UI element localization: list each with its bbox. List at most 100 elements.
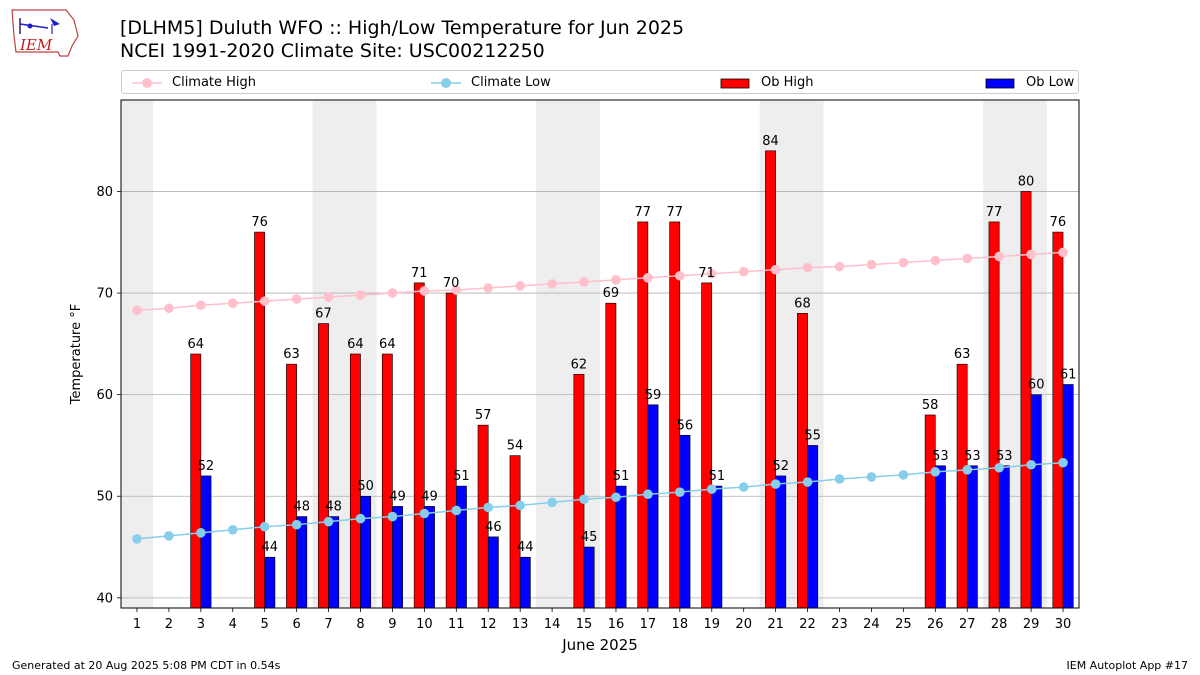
x-tick-label: 21	[767, 617, 784, 632]
ob-low-label: 50	[357, 479, 374, 494]
weekend-band	[121, 100, 153, 608]
ob-high-bar	[1052, 231, 1064, 609]
climate-high-point	[1026, 249, 1036, 260]
ob-high-bar	[477, 424, 489, 609]
chart-subtitle: NCEI 1991-2020 Climate Site: USC00212250	[120, 40, 545, 62]
climate-low-point	[611, 492, 621, 503]
climate-low-point	[770, 479, 781, 489]
climate-low-point	[547, 497, 557, 508]
ob-low-bar	[775, 475, 787, 609]
ob-high-label: 63	[283, 347, 300, 362]
climate-low-point	[1026, 459, 1036, 470]
climate-low-point	[802, 477, 813, 487]
ob-low-bar	[360, 495, 372, 609]
x-axis-label: June 2025	[561, 636, 638, 654]
ob-low-bar	[296, 516, 308, 609]
climate-high-point	[227, 298, 238, 309]
ob-high-label: 64	[347, 337, 364, 352]
ob-high-label: 84	[762, 134, 779, 149]
ob-high-bar	[765, 150, 776, 609]
x-tick-label: 1	[133, 617, 141, 632]
climate-low-point	[675, 487, 685, 497]
climate-low-point	[387, 511, 398, 522]
ob-low-label: 51	[613, 469, 630, 484]
ob-low-bar	[679, 434, 691, 609]
ob-high-label: 71	[698, 266, 715, 281]
ob-high-label: 77	[635, 205, 652, 220]
x-tick-label: 19	[703, 617, 720, 632]
ob-low-bar	[966, 465, 978, 609]
climate-low-point	[866, 472, 877, 482]
climate-high-point	[355, 290, 366, 300]
climate-high-point	[547, 279, 557, 289]
climate-high-point	[259, 296, 270, 306]
y-tick-label: 50	[96, 490, 113, 505]
legend-label-climate-low: Climate Low	[471, 75, 551, 90]
ob-low-bar	[519, 556, 531, 609]
x-tick-label: 10	[416, 617, 433, 632]
climate-high-point	[387, 288, 398, 298]
ob-low-bar	[455, 485, 467, 609]
ob-high-label: 69	[603, 286, 620, 301]
ob-low-bar	[1030, 394, 1042, 609]
climate-high-point	[451, 285, 462, 295]
climate-low-point	[1058, 457, 1068, 468]
ob-low-bar	[711, 485, 723, 609]
climate-low-point	[227, 524, 238, 535]
ob-low-bar	[647, 404, 659, 609]
climate-low-point	[834, 474, 845, 484]
climate-high-point	[706, 268, 717, 279]
ob-high-label: 77	[986, 205, 1003, 220]
ob-high-label: 63	[954, 347, 971, 362]
x-tick-label: 18	[672, 617, 689, 632]
climate-high-line	[136, 251, 1064, 312]
x-tick-label: 26	[927, 617, 944, 632]
ob-high-label: 67	[315, 307, 332, 322]
climate-high-point	[802, 262, 813, 273]
iem-logo: IEM	[11, 9, 79, 57]
climate-low-point	[259, 521, 270, 532]
ob-high-label: 58	[922, 398, 939, 413]
ob-high-label: 64	[187, 337, 204, 352]
x-tick-label: 14	[544, 617, 561, 632]
x-tick-label: 7	[324, 617, 332, 632]
climate-high-point	[164, 303, 174, 314]
ob-low-label: 56	[677, 418, 694, 433]
chart-title: [DLHM5] Duluth WFO :: High/Low Temperatu…	[120, 17, 685, 39]
climate-low-point	[132, 534, 142, 544]
climate-high-point	[834, 261, 845, 272]
ob-low-label: 51	[709, 469, 726, 484]
climate-high-point	[962, 253, 973, 264]
legend-label-climate-high: Climate High	[172, 75, 257, 90]
ob-high-bar	[797, 313, 808, 609]
ob-low-bar	[200, 475, 212, 609]
x-tick-label: 24	[863, 617, 880, 632]
climate-high-point	[291, 294, 302, 304]
ob-high-label: 76	[1050, 215, 1067, 230]
climate-high-point	[196, 300, 206, 311]
ob-low-label: 44	[517, 540, 534, 555]
y-axis-label: Temperature °F	[69, 304, 84, 405]
legend-ob-high: Ob High	[719, 74, 839, 92]
ob-high-label: 64	[379, 337, 396, 352]
ob-high-bar	[509, 455, 521, 609]
climate-low-point	[579, 494, 589, 505]
ob-high-label: 54	[507, 439, 524, 454]
x-tick-label: 5	[261, 617, 269, 632]
x-tick-label: 2	[165, 617, 173, 632]
climate-low-point	[355, 513, 366, 524]
ob-high-bar	[413, 282, 425, 609]
x-tick-label: 17	[640, 617, 657, 632]
climate-high-point	[1058, 247, 1068, 258]
climate-high-point	[132, 305, 142, 316]
ob-low-bar	[424, 506, 435, 609]
ob-low-bar	[583, 546, 595, 609]
x-tick-label: 23	[831, 617, 848, 632]
climate-low-point	[419, 508, 430, 519]
ob-high-label: 77	[666, 205, 683, 220]
ob-low-label: 49	[389, 489, 406, 504]
climate-low-point	[898, 470, 909, 480]
ob-high-bar	[924, 414, 936, 609]
x-tick-label: 30	[1055, 617, 1072, 632]
